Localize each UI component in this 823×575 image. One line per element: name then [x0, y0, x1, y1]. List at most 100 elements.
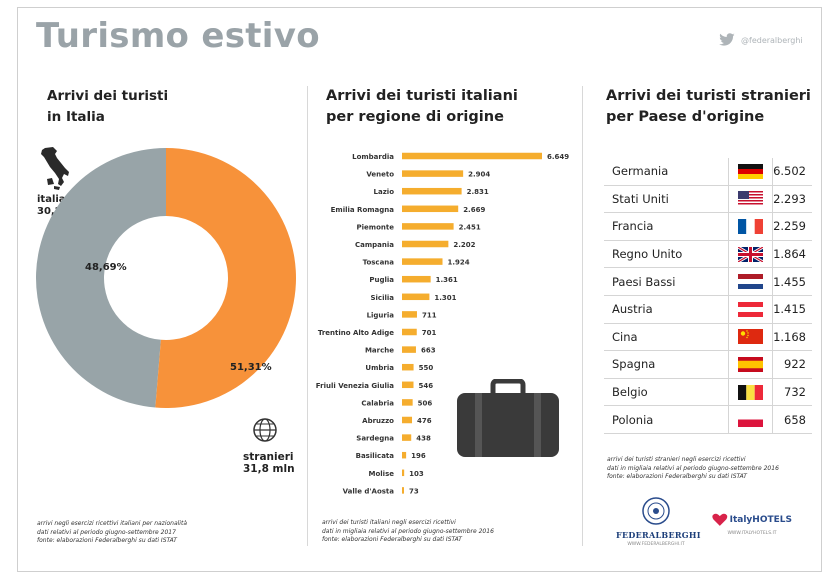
bar-value-label: 701: [422, 329, 437, 337]
flag-cell: [727, 295, 774, 324]
col1-footnote: arrivi negli esercizi ricettivi italiani…: [37, 520, 187, 544]
bar-category-label: Marche: [365, 347, 394, 355]
table-row: Belgio 732: [604, 378, 812, 407]
bar: [402, 240, 449, 248]
page-title: Turismo estivo: [36, 16, 320, 56]
bar-category-label: Lombardia: [352, 153, 394, 161]
bar-value-label: 476: [417, 417, 432, 425]
bar-value-label: 1.924: [448, 259, 470, 267]
bar-value-label: 2.202: [453, 241, 475, 249]
flag-cell: [727, 323, 774, 352]
country-name: Spagna: [604, 350, 729, 379]
germany-flag-icon: [737, 163, 763, 179]
flag-cell: [727, 185, 774, 214]
bar: [402, 152, 542, 160]
federalberghi-logo[interactable]: FEDERALBERGHI WWW.FEDERALBERGHI.IT: [616, 496, 701, 547]
bar: [402, 311, 417, 318]
country-name: Francia: [604, 212, 729, 241]
country-value: 1.455: [772, 267, 812, 296]
bar: [402, 223, 454, 230]
globe-icon: [253, 418, 277, 442]
table-row: Francia 2.259: [604, 212, 812, 241]
flag-cell: [727, 350, 774, 379]
twitter-bird-icon: [719, 33, 735, 46]
bar: [402, 487, 404, 494]
table-row: Stati Uniti 2.293: [604, 185, 812, 214]
flag-cell: [727, 240, 774, 269]
bar-category-label: Sicilia: [370, 294, 394, 302]
col2-heading: Arrivi dei turisti italiani per regione …: [326, 88, 518, 125]
country-value: 1.168: [772, 323, 812, 352]
country-value: 2.259: [772, 212, 812, 241]
bar-category-label: Abruzzo: [362, 417, 394, 425]
donut-slice-italiani: [35, 148, 166, 408]
bar-value-label: 506: [418, 399, 433, 407]
spain-flag-icon: [737, 356, 763, 372]
bar-value-label: 1.301: [434, 294, 456, 302]
suitcase-icon: [457, 379, 559, 457]
bar-value-label: 711: [422, 311, 437, 319]
china-flag-icon: [737, 329, 763, 345]
bar: [402, 451, 407, 459]
table-row: Regno Unito 1.864: [604, 240, 812, 269]
flag-cell: [727, 158, 774, 186]
bar-category-label: Molise: [369, 470, 395, 478]
col1-heading: Arrivi dei turisti in Italia: [47, 88, 169, 125]
countries-table: Germania 6.502 Stati Uniti 2.293 Francia 2.25…: [604, 158, 812, 434]
bar: [402, 363, 414, 371]
country-value: 1.415: [772, 295, 812, 324]
federalberghi-emblem-icon: [642, 497, 670, 525]
bar: [402, 434, 412, 441]
bar: [402, 275, 431, 283]
bar-category-label: Lazio: [374, 188, 395, 196]
table-row: Spagna 922: [604, 350, 812, 379]
country-value: 2.293: [772, 185, 812, 214]
bar-category-label: Liguria: [367, 311, 395, 319]
bar: [402, 170, 464, 177]
country-value: 922: [772, 350, 812, 379]
france-flag-icon: [737, 218, 763, 234]
country-name: Austria: [604, 295, 729, 324]
bar-category-label: Emilia Romagna: [331, 206, 395, 214]
bar: [402, 205, 459, 213]
country-name: Cina: [604, 323, 729, 352]
col3-heading: Arrivi dei turisti stranieri per Paese d…: [606, 88, 811, 125]
country-name: Regno Unito: [604, 240, 729, 269]
bar-category-label: Calabria: [361, 399, 394, 407]
country-name: Polonia: [604, 405, 729, 434]
bar: [402, 328, 417, 336]
bar-value-label: 438: [416, 435, 431, 443]
donut-label-italiani: 48,69%: [85, 262, 127, 273]
table-row: Paesi Bassi 1.455: [604, 267, 812, 296]
bar: [402, 381, 414, 389]
bar: [402, 346, 416, 353]
country-value: 6.502: [772, 158, 812, 186]
bar: [402, 258, 443, 265]
bar-category-label: Friuli Venezia Giulia: [316, 382, 394, 390]
table-row: Austria 1.415: [604, 295, 812, 324]
bar: [402, 399, 413, 406]
italyhotels-logo[interactable]: ItalyHOTELS WWW.ITALYHOTELS.IT: [712, 513, 792, 536]
bar-value-label: 550: [419, 364, 434, 372]
heart-icon: [712, 513, 728, 526]
bar-category-label: Piemonte: [357, 223, 395, 231]
country-value: 1.864: [772, 240, 812, 269]
bar-value-label: 6.649: [547, 153, 569, 161]
twitter-handle[interactable]: @federalberghi: [716, 33, 803, 47]
bar-value-label: 196: [411, 452, 426, 460]
bar: [402, 187, 462, 195]
bar-category-label: Sardegna: [356, 435, 394, 443]
country-name: Belgio: [604, 378, 729, 407]
column-divider: [307, 86, 308, 546]
bar-value-label: 1.361: [436, 276, 458, 284]
bar-value-label: 663: [421, 347, 436, 355]
regions-bar-chart: Lombardia 6.649 Veneto 2.904 Lazio 2.831 Emili…: [316, 152, 569, 495]
bar-value-label: 103: [409, 470, 424, 478]
donut-chart: 48,69% 51,31%: [35, 148, 296, 408]
donut-label-stranieri: 51,31%: [230, 362, 272, 373]
bar-category-label: Campania: [355, 241, 394, 249]
usa-flag-icon: [737, 191, 763, 207]
flag-cell: [727, 212, 774, 241]
uk-flag-icon: [737, 246, 763, 262]
